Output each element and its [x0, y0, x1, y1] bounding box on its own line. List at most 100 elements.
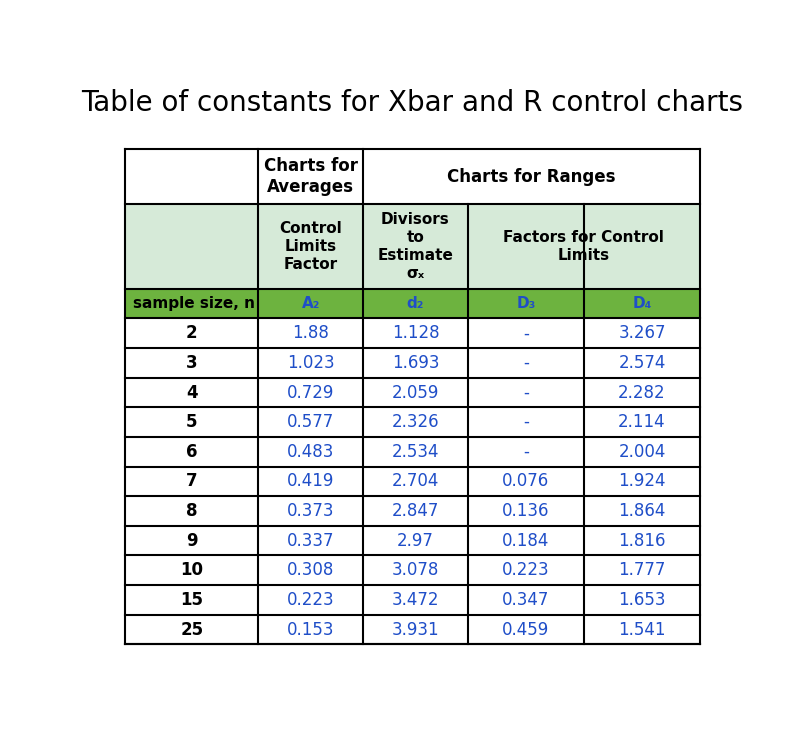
Text: 2.004: 2.004 — [618, 443, 666, 461]
Bar — [258, 204, 363, 289]
Text: 2.059: 2.059 — [391, 383, 439, 402]
Bar — [258, 289, 363, 318]
Text: 6: 6 — [186, 443, 197, 461]
Bar — [468, 407, 584, 437]
Bar — [468, 377, 584, 407]
Bar — [125, 437, 258, 467]
Text: 0.184: 0.184 — [502, 531, 549, 550]
Bar — [363, 377, 468, 407]
Text: 2.847: 2.847 — [391, 502, 439, 520]
Bar — [468, 348, 584, 377]
Text: 1.693: 1.693 — [391, 354, 439, 372]
Text: 25: 25 — [180, 621, 204, 639]
Bar — [468, 556, 584, 585]
Bar — [125, 289, 258, 318]
Bar — [468, 289, 584, 318]
Bar — [468, 615, 584, 645]
Text: 2.574: 2.574 — [618, 354, 666, 372]
Bar — [584, 318, 700, 348]
Bar — [363, 615, 468, 645]
Bar — [125, 556, 258, 585]
Bar — [363, 497, 468, 526]
Bar — [258, 348, 363, 377]
Text: 0.577: 0.577 — [287, 413, 334, 431]
Bar — [584, 497, 700, 526]
Bar — [258, 585, 363, 615]
Text: 0.308: 0.308 — [287, 561, 334, 579]
Text: 0.076: 0.076 — [502, 472, 549, 491]
Bar — [584, 377, 700, 407]
Bar — [584, 289, 700, 318]
Bar — [468, 585, 584, 615]
Bar — [125, 377, 258, 407]
Text: Factors for Control
Limits: Factors for Control Limits — [504, 230, 664, 263]
Text: 0.153: 0.153 — [287, 621, 334, 639]
Bar — [363, 149, 700, 204]
Text: -: - — [523, 413, 529, 431]
Bar — [363, 348, 468, 377]
Text: 3.267: 3.267 — [618, 324, 666, 342]
Bar — [125, 318, 258, 348]
Text: 1.924: 1.924 — [618, 472, 666, 491]
Text: 0.419: 0.419 — [287, 472, 334, 491]
Bar — [584, 526, 700, 556]
Bar — [584, 437, 700, 467]
Bar — [125, 497, 258, 526]
Bar — [125, 526, 258, 556]
Bar — [125, 467, 258, 497]
Text: 10: 10 — [180, 561, 203, 579]
Bar — [258, 149, 363, 204]
Bar — [363, 437, 468, 467]
Text: 2: 2 — [186, 324, 197, 342]
Text: 0.136: 0.136 — [502, 502, 549, 520]
Text: -: - — [523, 383, 529, 402]
Bar — [363, 318, 468, 348]
Text: 3.078: 3.078 — [391, 561, 439, 579]
Text: 15: 15 — [180, 591, 203, 609]
Bar — [584, 556, 700, 585]
Bar — [258, 467, 363, 497]
Bar — [584, 615, 700, 645]
Bar — [363, 407, 468, 437]
Bar — [258, 556, 363, 585]
Text: 0.337: 0.337 — [287, 531, 334, 550]
Text: d₂: d₂ — [407, 296, 424, 311]
Bar — [584, 585, 700, 615]
Bar — [125, 204, 258, 289]
Text: 2.704: 2.704 — [391, 472, 439, 491]
Text: 1.816: 1.816 — [618, 531, 666, 550]
Text: 4: 4 — [186, 383, 197, 402]
Text: 0.483: 0.483 — [287, 443, 334, 461]
Bar — [363, 556, 468, 585]
Text: 0.223: 0.223 — [502, 561, 549, 579]
Text: 2.282: 2.282 — [618, 383, 666, 402]
Bar — [363, 526, 468, 556]
Text: 5: 5 — [186, 413, 197, 431]
Text: 0.223: 0.223 — [287, 591, 334, 609]
Bar — [125, 615, 258, 645]
Text: A₂: A₂ — [302, 296, 320, 311]
Bar — [125, 407, 258, 437]
Text: 0.347: 0.347 — [502, 591, 549, 609]
Text: 7: 7 — [186, 472, 197, 491]
Text: Control
Limits
Factor: Control Limits Factor — [279, 221, 342, 272]
Bar — [363, 585, 468, 615]
Bar — [468, 467, 584, 497]
Bar — [125, 149, 258, 204]
Bar — [258, 437, 363, 467]
Text: 1.777: 1.777 — [618, 561, 666, 579]
Bar — [468, 318, 584, 348]
Text: Charts for Ranges: Charts for Ranges — [448, 167, 616, 186]
Bar — [258, 407, 363, 437]
Text: Charts for
Averages: Charts for Averages — [264, 157, 358, 196]
Bar — [468, 497, 584, 526]
Text: 1.653: 1.653 — [618, 591, 666, 609]
Text: 3: 3 — [186, 354, 197, 372]
Bar — [468, 204, 700, 289]
Text: 0.729: 0.729 — [287, 383, 334, 402]
Bar — [125, 585, 258, 615]
Text: -: - — [523, 324, 529, 342]
Bar — [584, 407, 700, 437]
Text: 2.97: 2.97 — [397, 531, 434, 550]
Text: 8: 8 — [186, 502, 197, 520]
